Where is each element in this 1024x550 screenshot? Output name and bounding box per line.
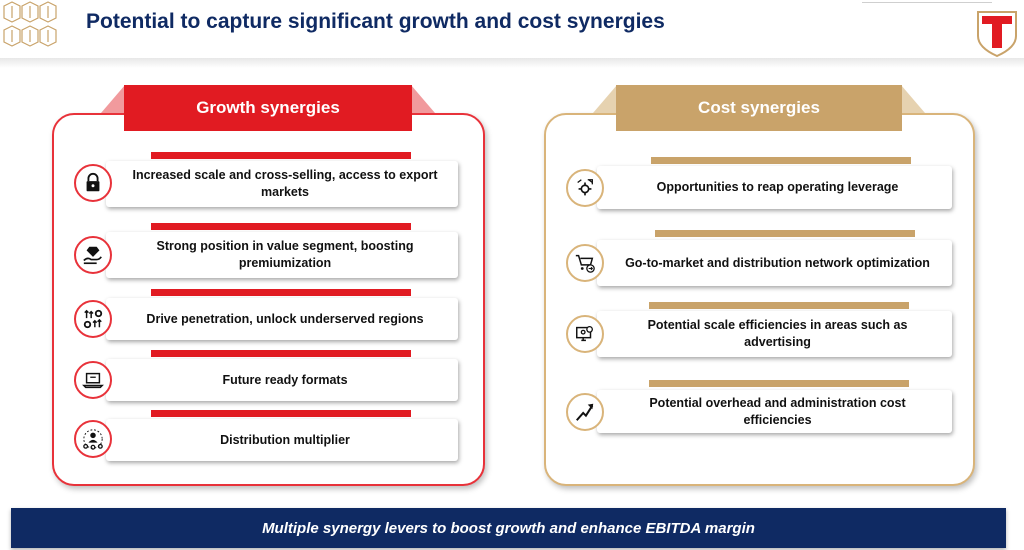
growth-item-penetration: Drive penetration, unlock underserved re…	[106, 298, 458, 340]
cost-tab-left-fold	[593, 85, 617, 113]
item-accent-bar	[151, 410, 411, 417]
header-divider	[862, 2, 992, 3]
growth-tab-left-fold	[101, 85, 125, 113]
gear-arrows-icon	[566, 169, 604, 207]
lock-icon	[74, 164, 112, 202]
growth-item-premiumization: Strong position in value segment, boosti…	[106, 232, 458, 278]
growth-item-distribution: Distribution multiplier	[106, 419, 458, 461]
page-title: Potential to capture significant growth …	[86, 10, 665, 33]
item-accent-bar	[649, 380, 909, 387]
item-accent-bar	[151, 289, 411, 296]
growth-gears-icon	[74, 300, 112, 338]
monitor-gear-icon	[566, 315, 604, 353]
growth-item-future-formats: Future ready formats	[106, 359, 458, 401]
cart-arrow-icon	[566, 244, 604, 282]
growth-tab-right-fold	[411, 85, 435, 113]
diamond-hand-icon	[74, 236, 112, 274]
item-accent-bar	[651, 157, 911, 164]
header-shadow	[0, 58, 1024, 68]
cost-synergies-title: Cost synergies	[616, 85, 902, 131]
cost-item-advertising: Potential scale efficiencies in areas su…	[597, 311, 952, 357]
cost-tab-right-fold	[901, 85, 925, 113]
item-accent-bar	[151, 152, 411, 159]
item-accent-bar	[151, 223, 411, 230]
laptop-icon	[74, 361, 112, 399]
cost-item-overhead: Potential overhead and administration co…	[597, 390, 952, 433]
cost-item-operating-leverage: Opportunities to reap operating leverage	[597, 166, 952, 209]
trend-up-icon	[566, 393, 604, 431]
item-accent-bar	[151, 350, 411, 357]
item-accent-bar	[655, 230, 915, 237]
growth-synergies-title: Growth synergies	[124, 85, 412, 131]
footer-banner: Multiple synergy levers to boost growth …	[11, 508, 1006, 548]
item-accent-bar	[649, 302, 909, 309]
growth-item-export-markets: Increased scale and cross-selling, acces…	[106, 161, 458, 207]
lattice-pattern-logo	[0, 0, 62, 54]
network-person-icon	[74, 420, 112, 458]
cost-item-gtm-optimization: Go-to-market and distribution network op…	[597, 240, 952, 286]
t-shield-logo	[974, 8, 1020, 58]
